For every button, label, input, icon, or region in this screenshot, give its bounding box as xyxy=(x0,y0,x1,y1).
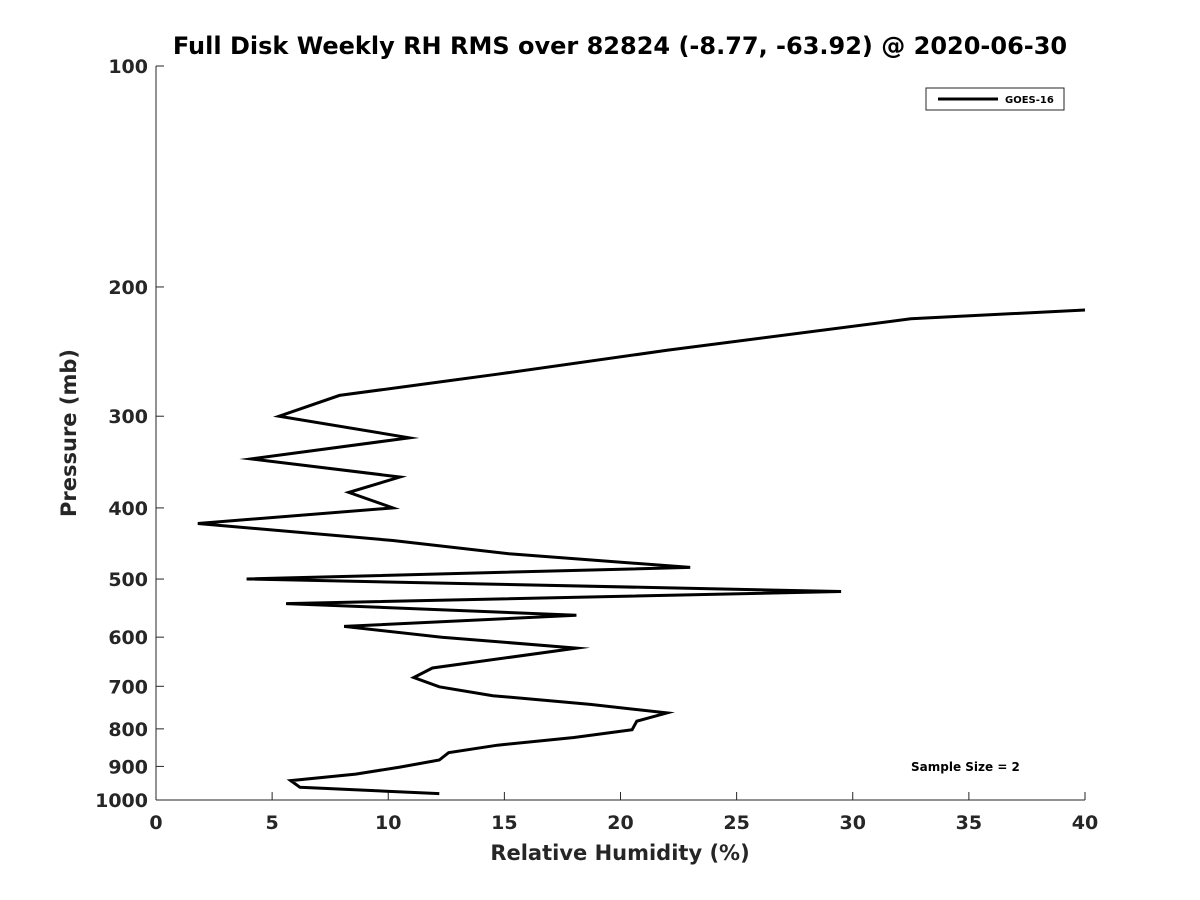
series-layer xyxy=(197,308,1086,796)
plot-area: 0 5 10 15 20 25 30 35 40 100 200 300 400 500 600 700 80… xyxy=(95,56,1098,834)
x-tick-label: 0 xyxy=(149,812,162,834)
y-ticks: 100 200 300 400 500 600 700 800 900 1000 xyxy=(95,56,164,812)
y-tick-label: 100 xyxy=(108,56,148,78)
y-axis-label: Pressure (mb) xyxy=(57,349,81,517)
x-tick-label: 40 xyxy=(1072,812,1098,834)
x-tick-label: 35 xyxy=(956,812,982,834)
x-tick-label: 5 xyxy=(266,812,279,834)
x-tick-label: 25 xyxy=(723,812,749,834)
y-tick-label: 900 xyxy=(108,756,148,778)
y-tick-label: 300 xyxy=(108,406,148,428)
y-tick-label: 800 xyxy=(108,719,148,741)
x-tick-label: 30 xyxy=(840,812,866,834)
x-tick-label: 20 xyxy=(607,812,633,834)
legend: GOES-16 xyxy=(925,87,1065,111)
y-tick-label: 600 xyxy=(108,627,148,649)
y-tick-label: 200 xyxy=(108,277,148,299)
legend-label-goes16: GOES-16 xyxy=(1005,95,1054,106)
y-tick-label: 400 xyxy=(108,498,148,520)
x-tick-label: 10 xyxy=(375,812,401,834)
x-tick-label: 15 xyxy=(491,812,517,834)
y-tick-label: 700 xyxy=(108,676,148,698)
chart-title: Full Disk Weekly RH RMS over 82824 (-8.7… xyxy=(173,32,1067,60)
sample-size-annotation: Sample Size = 2 xyxy=(911,760,1020,774)
y-tick-label: 500 xyxy=(108,569,148,591)
x-axis-label: Relative Humidity (%) xyxy=(490,841,749,865)
y-tick-label: 1000 xyxy=(95,790,148,812)
x-ticks: 0 5 10 15 20 25 30 35 40 xyxy=(149,792,1098,834)
series-line-goes16 xyxy=(197,308,1086,796)
